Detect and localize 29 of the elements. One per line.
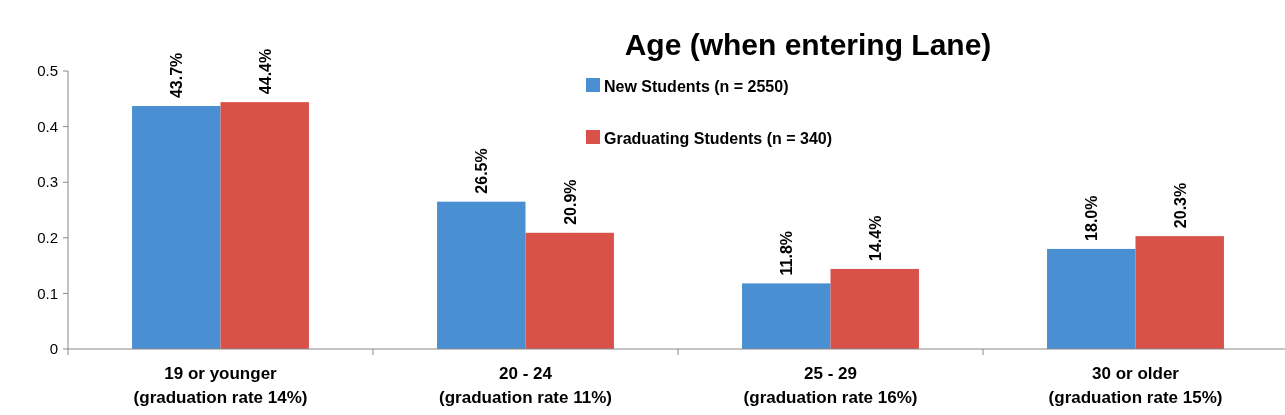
data-label: 26.5% [473, 148, 491, 194]
y-tick-label: 0.4 [37, 117, 58, 135]
bar [1047, 248, 1136, 349]
y-tick-label: 0.1 [37, 284, 58, 302]
chart-title: Age (when entering Lane) [624, 28, 992, 61]
y-tick-label: 0.5 [37, 62, 58, 80]
x-tick-label: 25 - 29 (graduation rate 16%) [743, 364, 918, 407]
bar [742, 283, 831, 349]
data-label: 14.4% [866, 215, 884, 261]
bar [1135, 236, 1224, 349]
x-tick-label: 30 or older (graduation rate 15%) [1048, 364, 1223, 407]
y-tick-label: 0.2 [37, 229, 58, 247]
legend-label: Graduating Students (n = 340) [604, 129, 833, 147]
bar [437, 201, 526, 349]
bar [830, 268, 919, 349]
legend-label: New Students (n = 2550) [604, 77, 789, 95]
data-label: 18.0% [1083, 195, 1101, 241]
bar [132, 106, 221, 349]
data-label: 11.8% [778, 230, 796, 276]
data-label: 43.7% [168, 52, 186, 99]
y-tick-label: 0.3 [37, 173, 58, 191]
bar [525, 232, 614, 349]
y-tick-label: 0 [49, 340, 58, 358]
bar [220, 102, 309, 349]
data-label: 20.9% [561, 179, 579, 225]
x-tick-label: 20 - 24 (graduation rate 11%) [439, 364, 612, 407]
x-tick-label: 19 or younger (graduation rate 14%) [133, 364, 308, 407]
data-label: 20.3% [1171, 182, 1189, 229]
data-label: 44.4% [256, 48, 274, 95]
